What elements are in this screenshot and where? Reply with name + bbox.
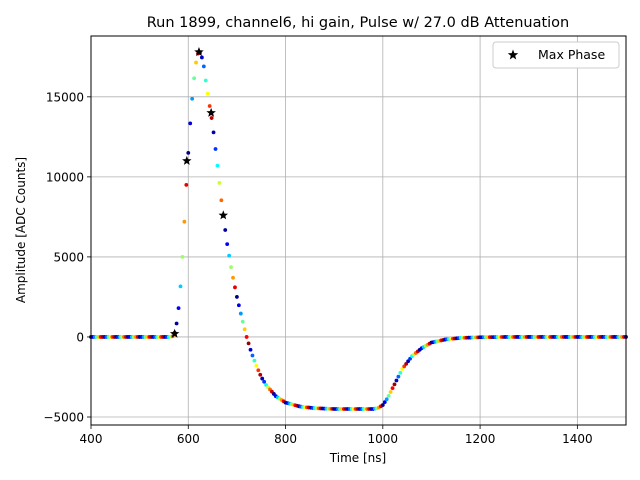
waveform-point: [223, 228, 228, 232]
waveform-point: [231, 275, 235, 280]
max-phase-series: [169, 47, 229, 338]
x-tick-label: 400: [80, 432, 103, 446]
waveform-point: [242, 327, 247, 332]
x-tick-label: 1200: [465, 432, 496, 446]
waveform-point: [188, 121, 193, 126]
waveform-point: [199, 55, 204, 60]
legend: Max Phase: [492, 41, 620, 69]
waveform-point: [380, 403, 385, 407]
x-tick-label: 800: [274, 432, 297, 446]
waveform-series: [89, 50, 628, 411]
waveform-point: [209, 116, 214, 120]
waveform-point: [217, 181, 222, 185]
waveform-point: [246, 341, 251, 346]
waveform-point: [256, 368, 261, 373]
star-icon: [507, 49, 519, 60]
max-phase-point: [169, 328, 180, 338]
waveform-point: [190, 96, 195, 101]
waveform-point: [215, 163, 220, 168]
waveform-point: [244, 335, 249, 339]
x-axis-ticks: 400 600 800 1000 1200 1400: [80, 425, 593, 446]
waveform-point: [182, 219, 187, 224]
legend-label-max-phase: Max Phase: [538, 47, 605, 62]
waveform-point: [205, 91, 210, 96]
waveform-point: [262, 379, 267, 384]
waveform-point: [408, 356, 412, 361]
y-axis-ticks: −5000 0 5000 10000 15000: [43, 90, 91, 424]
waveform-point: [386, 393, 391, 398]
max-phase-point: [218, 210, 229, 220]
waveform-point: [184, 182, 189, 187]
waveform-point: [238, 311, 243, 316]
waveform-point: [258, 372, 263, 377]
waveform-point: [254, 363, 259, 368]
waveform-point: [219, 198, 224, 203]
waveform-point: [229, 265, 233, 270]
waveform-point: [396, 374, 401, 379]
x-axis-label: Time [ns]: [329, 451, 386, 465]
max-phase-point: [194, 47, 204, 57]
waveform-point: [240, 319, 245, 324]
waveform-point: [388, 390, 393, 394]
waveform-point: [203, 78, 208, 83]
waveform-point: [394, 378, 399, 383]
x-tick-label: 1000: [368, 432, 399, 446]
y-axis-label: Amplitude [ADC Counts]: [14, 157, 28, 303]
waveform-point: [235, 295, 239, 299]
waveform-point: [392, 382, 397, 387]
y-tick-label: 10000: [46, 170, 84, 184]
waveform-point: [236, 303, 241, 308]
waveform-point: [174, 321, 179, 326]
y-tick-label: 5000: [53, 250, 84, 264]
waveform-point: [201, 64, 206, 69]
plot-frame: [90, 35, 627, 426]
waveform-point: [227, 253, 232, 258]
legend-box: [492, 41, 620, 69]
waveform-point: [180, 255, 185, 259]
waveform-point: [207, 104, 212, 108]
x-tick-label: 1400: [562, 432, 593, 446]
chart-title: Run 1899, channel6, hi gain, Pulse w/ 27…: [147, 15, 570, 31]
waveform-point: [178, 284, 183, 289]
waveform-point: [252, 358, 257, 363]
y-tick-label: 0: [76, 330, 84, 344]
waveform-point: [213, 147, 218, 151]
waveform-point: [186, 150, 191, 155]
waveform-point: [176, 306, 181, 311]
legend-star: [507, 49, 519, 60]
waveform-point: [233, 285, 237, 290]
y-tick-label: −5000: [43, 410, 84, 424]
waveform-point: [248, 347, 253, 352]
waveform-point: [260, 376, 265, 381]
waveform-point: [192, 76, 197, 81]
waveform-point: [194, 60, 198, 65]
waveform-point: [390, 386, 395, 391]
waveform-point: [225, 242, 230, 247]
max-phase-point: [182, 155, 192, 165]
x-tick-label: 600: [177, 432, 200, 446]
max-phase-point: [206, 107, 216, 117]
waveform-point: [382, 400, 387, 405]
waveform-point: [384, 397, 389, 402]
waveform-point: [211, 130, 216, 135]
waveform-point: [398, 370, 403, 375]
waveform-point: [250, 353, 255, 358]
grid: [90, 36, 626, 425]
y-tick-label: 15000: [46, 90, 84, 104]
